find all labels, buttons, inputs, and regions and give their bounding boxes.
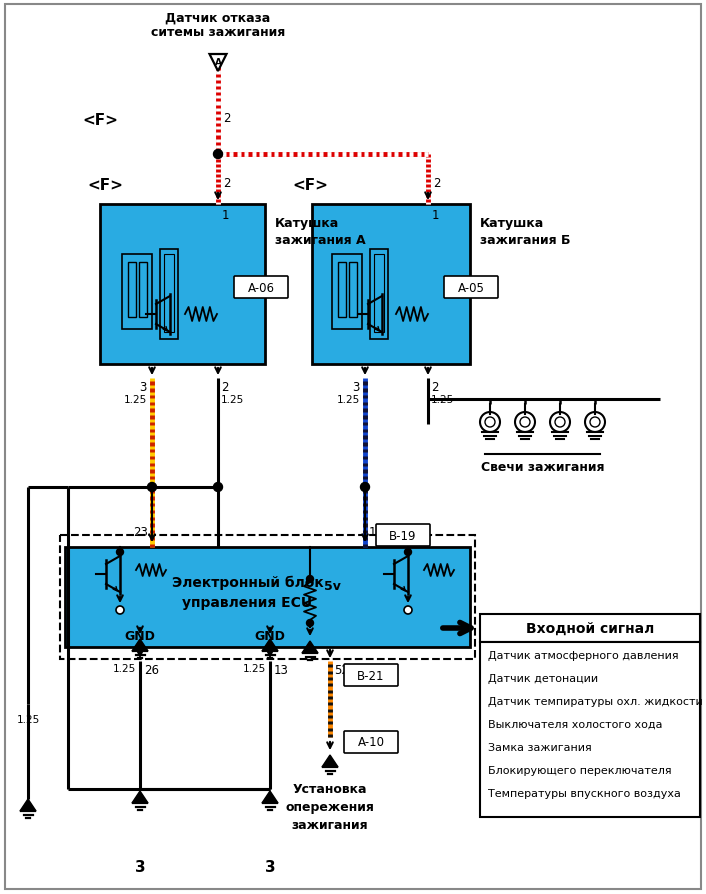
Text: A-06: A-06 bbox=[248, 282, 275, 294]
Text: 3: 3 bbox=[352, 381, 360, 393]
Text: 52: 52 bbox=[334, 663, 349, 676]
Text: A-10: A-10 bbox=[357, 736, 385, 748]
Text: Установка
опережения
зажигания: Установка опережения зажигания bbox=[285, 782, 374, 831]
Circle shape bbox=[213, 150, 222, 159]
Text: Замка зажигания: Замка зажигания bbox=[488, 742, 592, 752]
Bar bbox=[128, 263, 136, 317]
Text: 3: 3 bbox=[135, 859, 145, 874]
Text: 1.25: 1.25 bbox=[16, 714, 40, 724]
Circle shape bbox=[585, 412, 605, 433]
Text: GND: GND bbox=[255, 628, 285, 642]
Bar bbox=[370, 249, 388, 340]
Text: 3: 3 bbox=[140, 381, 147, 393]
Text: 26: 26 bbox=[144, 663, 159, 676]
Text: 13: 13 bbox=[274, 663, 289, 676]
Text: Катушка
зажигания Б: Катушка зажигания Б bbox=[480, 216, 570, 247]
Text: Катушка
зажигания А: Катушка зажигания А bbox=[275, 216, 366, 247]
Text: 1.25: 1.25 bbox=[431, 394, 454, 405]
Circle shape bbox=[361, 483, 369, 492]
Polygon shape bbox=[322, 755, 338, 767]
Text: ситемы зажигания: ситемы зажигания bbox=[151, 26, 285, 39]
FancyBboxPatch shape bbox=[376, 525, 430, 546]
Circle shape bbox=[213, 483, 222, 492]
Text: 1.25: 1.25 bbox=[221, 394, 244, 405]
Circle shape bbox=[550, 412, 570, 433]
Bar bbox=[332, 255, 362, 330]
Circle shape bbox=[520, 417, 530, 427]
Circle shape bbox=[306, 620, 313, 627]
Circle shape bbox=[485, 417, 495, 427]
Text: A-05: A-05 bbox=[457, 282, 484, 294]
Bar bbox=[349, 263, 357, 317]
Bar bbox=[60, 536, 475, 659]
Circle shape bbox=[480, 412, 500, 433]
FancyBboxPatch shape bbox=[444, 276, 498, 299]
Text: Выключателя холостого хода: Выключателя холостого хода bbox=[488, 719, 662, 730]
Text: Блокирующего переключателя: Блокирующего переключателя bbox=[488, 765, 671, 775]
Text: 2: 2 bbox=[431, 381, 438, 393]
Text: 5v: 5v bbox=[324, 578, 341, 592]
Text: B-21: B-21 bbox=[357, 669, 385, 682]
Text: 1.25: 1.25 bbox=[124, 394, 147, 405]
Bar bbox=[312, 205, 470, 365]
Circle shape bbox=[515, 412, 535, 433]
Bar bbox=[160, 249, 178, 340]
Text: 1.25: 1.25 bbox=[337, 394, 360, 405]
Text: 23: 23 bbox=[133, 525, 148, 538]
Text: 2: 2 bbox=[221, 381, 229, 393]
Circle shape bbox=[148, 483, 157, 492]
Circle shape bbox=[116, 549, 124, 556]
Text: <F>: <F> bbox=[82, 113, 118, 127]
Circle shape bbox=[405, 549, 412, 556]
Circle shape bbox=[404, 606, 412, 614]
Circle shape bbox=[555, 417, 565, 427]
Text: 2: 2 bbox=[223, 176, 230, 190]
Text: Электронный блок
управления ECU: Электронный блок управления ECU bbox=[172, 576, 323, 609]
Polygon shape bbox=[132, 791, 148, 803]
Bar bbox=[374, 255, 384, 333]
Text: 3: 3 bbox=[265, 859, 275, 874]
Bar bbox=[480, 614, 700, 642]
Bar bbox=[65, 547, 470, 647]
Text: B-19: B-19 bbox=[389, 529, 417, 542]
Polygon shape bbox=[302, 641, 318, 654]
Circle shape bbox=[116, 606, 124, 614]
Polygon shape bbox=[20, 799, 36, 811]
Polygon shape bbox=[210, 55, 227, 72]
Text: 10: 10 bbox=[369, 525, 384, 538]
Text: 1: 1 bbox=[432, 209, 440, 222]
Text: <F>: <F> bbox=[292, 177, 328, 192]
Bar bbox=[122, 255, 152, 330]
FancyBboxPatch shape bbox=[234, 276, 288, 299]
Polygon shape bbox=[132, 639, 148, 651]
Text: Температуры впускного воздуха: Температуры впускного воздуха bbox=[488, 789, 681, 798]
Text: 1.25: 1.25 bbox=[243, 663, 266, 673]
Bar bbox=[480, 642, 700, 817]
Text: <F>: <F> bbox=[87, 177, 123, 192]
Text: Датчик детонации: Датчик детонации bbox=[488, 673, 598, 683]
Text: Датчик темпиратуры охл. жидкости: Датчик темпиратуры охл. жидкости bbox=[488, 696, 702, 706]
Text: Датчик атмосферного давления: Датчик атмосферного давления bbox=[488, 650, 678, 661]
Polygon shape bbox=[262, 639, 278, 651]
Text: 1.25: 1.25 bbox=[113, 663, 136, 673]
Bar bbox=[338, 263, 346, 317]
Bar bbox=[164, 255, 174, 333]
Text: GND: GND bbox=[124, 628, 155, 642]
Polygon shape bbox=[262, 791, 278, 803]
Text: A: A bbox=[215, 58, 222, 67]
Text: Входной сигнал: Входной сигнал bbox=[526, 621, 654, 636]
Bar bbox=[139, 263, 147, 317]
Circle shape bbox=[306, 576, 313, 583]
FancyBboxPatch shape bbox=[344, 731, 398, 753]
Text: 2: 2 bbox=[433, 176, 441, 190]
Text: 2: 2 bbox=[223, 112, 230, 124]
FancyBboxPatch shape bbox=[344, 664, 398, 687]
Text: Датчик отказа: Датчик отказа bbox=[165, 12, 270, 25]
Circle shape bbox=[590, 417, 600, 427]
Text: 1: 1 bbox=[222, 209, 229, 222]
Text: Свечи зажигания: Свечи зажигания bbox=[481, 460, 604, 474]
Bar bbox=[100, 205, 265, 365]
